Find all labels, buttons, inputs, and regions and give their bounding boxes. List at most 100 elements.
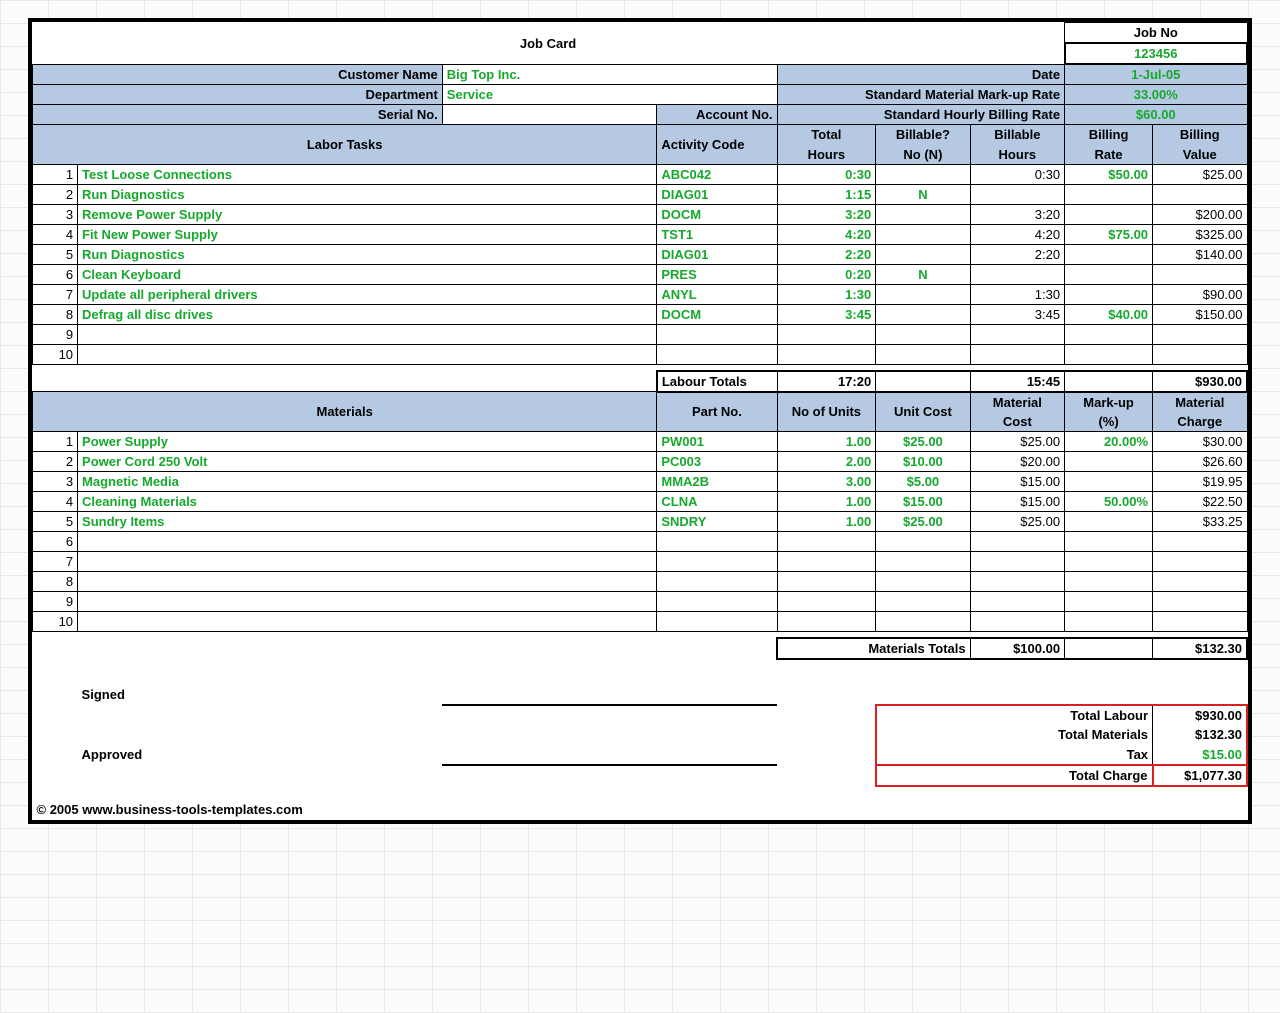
labor-row-num: 4	[33, 225, 78, 245]
mat-name: Cleaning Materials	[78, 492, 657, 512]
labor-billable-q	[876, 285, 970, 305]
labor-rate	[1065, 205, 1153, 225]
total-materials-value: $132.30	[1153, 725, 1247, 745]
labor-billable-hours	[970, 345, 1064, 365]
billing-rate-header-2: Rate	[1065, 145, 1153, 165]
mat-row-num: 2	[33, 452, 78, 472]
mat-units	[777, 532, 876, 552]
billing-value-header-2: Value	[1153, 145, 1247, 165]
activity-code-header: Activity Code	[657, 125, 777, 165]
tax-value: $15.00	[1153, 745, 1247, 765]
mat-charge: $19.95	[1153, 472, 1247, 492]
labor-rate	[1065, 285, 1153, 305]
mat-markup	[1065, 592, 1153, 612]
mat-name	[78, 572, 657, 592]
mat-part: PC003	[657, 452, 777, 472]
labor-billable-q	[876, 325, 970, 345]
mat-unit-cost: $5.00	[876, 472, 970, 492]
mat-markup	[1065, 512, 1153, 532]
mat-row-num: 1	[33, 432, 78, 452]
labor-billable-q	[876, 305, 970, 325]
labor-value: $90.00	[1153, 285, 1247, 305]
labor-row-num: 6	[33, 265, 78, 285]
labor-total-hours: 1:15	[777, 185, 876, 205]
date-label: Date	[777, 64, 1065, 85]
customer-name-value: Big Top Inc.	[442, 64, 777, 85]
mat-row-num: 8	[33, 572, 78, 592]
mat-units: 1.00	[777, 432, 876, 452]
mat-name	[78, 592, 657, 612]
mat-unit-cost	[876, 532, 970, 552]
mat-charge	[1153, 532, 1247, 552]
mat-cost	[970, 592, 1064, 612]
mat-cost	[970, 552, 1064, 572]
serial-label: Serial No.	[33, 105, 443, 125]
hourly-rate-label: Standard Hourly Billing Rate	[777, 105, 1065, 125]
labor-total-hours: 0:20	[777, 265, 876, 285]
billing-value-header-1: Billing	[1153, 125, 1247, 145]
department-value: Service	[442, 85, 777, 105]
mat-markup	[1065, 612, 1153, 632]
labor-value	[1153, 185, 1247, 205]
labor-value: $150.00	[1153, 305, 1247, 325]
total-hours-header-1: Total	[777, 125, 876, 145]
mat-part	[657, 572, 777, 592]
mat-row-num: 4	[33, 492, 78, 512]
labor-billable-hours: 0:30	[970, 165, 1064, 185]
mat-row-num: 7	[33, 552, 78, 572]
part-no-header: Part No.	[657, 392, 777, 432]
copyright: © 2005 www.business-tools-templates.com	[33, 800, 1248, 820]
mat-cost: $25.00	[970, 512, 1064, 532]
labor-total-hours	[777, 345, 876, 365]
mat-markup	[1065, 452, 1153, 472]
labor-code: DOCM	[657, 205, 777, 225]
labor-rate: $40.00	[1065, 305, 1153, 325]
labor-billable-hours: 4:20	[970, 225, 1064, 245]
markup-rate-value: 33.00%	[1065, 85, 1247, 105]
mat-name: Power Supply	[78, 432, 657, 452]
mat-markup	[1065, 532, 1153, 552]
signed-label: Signed	[78, 685, 443, 705]
labor-row-num: 2	[33, 185, 78, 205]
labor-total-hours: 1:30	[777, 285, 876, 305]
mat-charge-header-1: Material	[1153, 392, 1247, 412]
mat-name	[78, 532, 657, 552]
billable-q-header-1: Billable?	[876, 125, 970, 145]
mat-name	[78, 612, 657, 632]
labor-billable-hours	[970, 185, 1064, 205]
mat-part	[657, 532, 777, 552]
labor-tasks-header: Labor Tasks	[33, 125, 657, 165]
total-materials-label: Total Materials	[876, 725, 1153, 745]
mat-cost	[970, 532, 1064, 552]
labor-task: Test Loose Connections	[78, 165, 657, 185]
labor-value: $25.00	[1153, 165, 1247, 185]
mat-part	[657, 552, 777, 572]
tax-label: Tax	[876, 745, 1153, 765]
mat-unit-cost	[876, 612, 970, 632]
labor-code: ABC042	[657, 165, 777, 185]
labor-value: $325.00	[1153, 225, 1247, 245]
labor-total-hours: 3:20	[777, 205, 876, 225]
markup-header-1: Mark-up	[1065, 392, 1153, 412]
labor-value: $200.00	[1153, 205, 1247, 225]
mat-cost: $15.00	[970, 492, 1064, 512]
labor-billable-q	[876, 345, 970, 365]
labor-billable-q	[876, 165, 970, 185]
labor-rate	[1065, 265, 1153, 285]
mat-markup: 20.00%	[1065, 432, 1153, 452]
job-card: Job Card Job No 123456 Customer Name Big…	[28, 18, 1252, 824]
labor-row-num: 5	[33, 245, 78, 265]
signed-line	[442, 685, 777, 705]
labour-totals-val: $930.00	[1153, 371, 1247, 392]
labor-row-num: 8	[33, 305, 78, 325]
mat-cost: $20.00	[970, 452, 1064, 472]
billable-q-header-2: No (N)	[876, 145, 970, 165]
labor-billable-hours: 3:45	[970, 305, 1064, 325]
account-label: Account No.	[657, 105, 777, 125]
labor-total-hours	[777, 325, 876, 345]
mat-units: 3.00	[777, 472, 876, 492]
labor-task: Run Diagnostics	[78, 245, 657, 265]
total-charge-value: $1,077.30	[1153, 765, 1247, 786]
mat-units: 2.00	[777, 452, 876, 472]
labor-rate	[1065, 245, 1153, 265]
